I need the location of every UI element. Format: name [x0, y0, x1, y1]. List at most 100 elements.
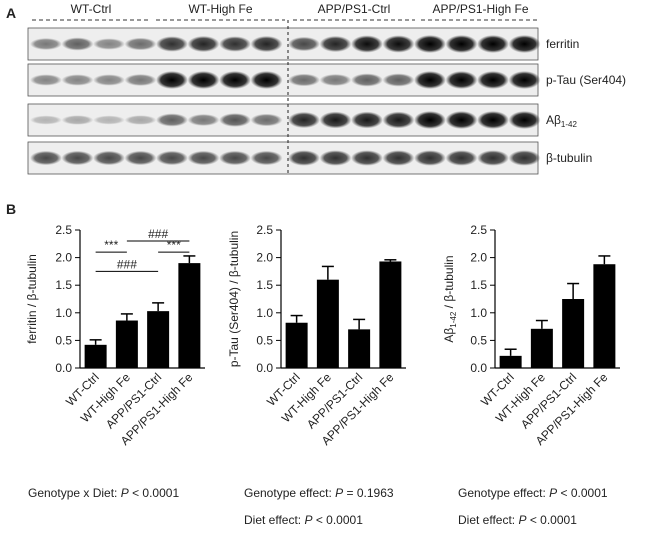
- band-label: p-Tau (Ser404): [546, 73, 626, 87]
- panel-label: B: [6, 201, 16, 217]
- blot-band: [30, 115, 62, 125]
- text-part: Diet effect:: [458, 513, 518, 527]
- group-label: APP/PS1-Ctrl: [318, 2, 391, 16]
- bar: [84, 344, 107, 368]
- bar: [115, 320, 138, 368]
- bar: [530, 328, 553, 368]
- blot-band: [414, 35, 446, 53]
- blot-band: [382, 111, 415, 129]
- blot-band: [219, 36, 251, 52]
- y-tick-label: 0.0: [55, 361, 72, 375]
- y-tick-label: 0.0: [256, 361, 273, 375]
- text-part: < 0.0001: [129, 486, 180, 500]
- y-tick-label: 1.0: [256, 306, 273, 320]
- text-part: < 0.0001: [527, 513, 578, 527]
- bracket-label: ###: [148, 227, 168, 241]
- blot-band: [319, 74, 352, 86]
- blot-band: [250, 150, 283, 166]
- text-part: = 0.1963: [343, 486, 394, 500]
- text-part: Genotype effect:: [244, 486, 335, 500]
- y-tick-label: 0.0: [470, 361, 487, 375]
- blot-band: [477, 111, 509, 129]
- blot-band: [156, 113, 188, 127]
- blot-band: [187, 71, 220, 89]
- blot-band: [288, 36, 320, 52]
- band-label: β-tubulin: [546, 151, 592, 165]
- bar: [348, 329, 371, 368]
- band-label: Aβ1-42: [546, 113, 577, 129]
- bar: [147, 311, 170, 368]
- blot-band: [124, 150, 157, 166]
- y-tick-label: 1.5: [470, 278, 487, 292]
- blot-band: [124, 74, 157, 86]
- blot-band: [351, 150, 383, 166]
- blot-band: [156, 36, 188, 52]
- text-part: Aβ: [546, 113, 561, 127]
- y-tick-label: 1.0: [55, 306, 72, 320]
- y-axis-label: p-Tau (Ser404) / β-tubulin: [227, 231, 241, 367]
- blot-band: [93, 38, 125, 50]
- text-part: Aβ: [442, 328, 456, 343]
- blot-band: [477, 71, 509, 89]
- blot-band: [508, 111, 541, 129]
- y-axis-label: ferritin / β-tubulin: [25, 254, 39, 344]
- band-label: ferritin: [546, 37, 579, 51]
- blot-band: [30, 38, 62, 50]
- blot-band: [187, 150, 220, 166]
- blot-band: [187, 114, 220, 126]
- bracket-label: ###: [117, 257, 137, 271]
- blot-band: [508, 150, 541, 166]
- blot-band: [250, 35, 283, 53]
- text-part: < 0.0001: [557, 486, 608, 500]
- blot-band: [351, 73, 383, 87]
- stat-text: Genotype effect: P < 0.0001: [458, 486, 608, 500]
- y-tick-label: 2.5: [256, 223, 273, 237]
- group-label: WT-Ctrl: [71, 2, 112, 16]
- bar: [379, 261, 402, 368]
- y-tick-label: 2.0: [470, 251, 487, 265]
- text-part: P: [304, 513, 312, 527]
- blot-band: [382, 35, 415, 53]
- blot-band: [477, 150, 509, 166]
- y-tick-label: 2.0: [55, 251, 72, 265]
- y-tick-label: 1.5: [256, 278, 273, 292]
- bar: [316, 279, 339, 368]
- group-label: WT-High Fe: [188, 2, 252, 16]
- blot-band: [319, 150, 352, 166]
- group-label: APP/PS1-High Fe: [432, 2, 528, 16]
- y-tick-label: 2.5: [470, 223, 487, 237]
- stat-text: Genotype x Diet: P < 0.0001: [28, 486, 179, 500]
- blot-band: [61, 150, 94, 166]
- blot-band: [382, 73, 415, 87]
- blot-band: [124, 115, 157, 125]
- blot-band: [61, 74, 94, 86]
- blot-band: [61, 115, 94, 125]
- text-part: Diet effect:: [244, 513, 304, 527]
- text-part: 1-42: [449, 311, 458, 328]
- text-part: ferritin / β-tubulin: [25, 254, 39, 344]
- blot-band: [61, 37, 94, 51]
- blot-band: [319, 111, 352, 129]
- blot-band: [250, 113, 283, 127]
- blot-band: [445, 71, 478, 89]
- text-part: / β-tubulin: [442, 255, 456, 311]
- bar: [178, 263, 201, 368]
- blot-band: [156, 150, 188, 166]
- stat-text: Diet effect: P < 0.0001: [244, 513, 363, 527]
- text-part: Genotype x Diet:: [28, 486, 121, 500]
- text-part: ferritin: [546, 37, 579, 51]
- blot-band: [219, 71, 251, 89]
- blot-band: [508, 35, 541, 53]
- blot-band: [93, 74, 125, 86]
- blot-band: [288, 150, 320, 166]
- blot-band: [414, 111, 446, 129]
- bar: [593, 264, 616, 368]
- blot-band: [445, 111, 478, 129]
- blot-band: [288, 111, 320, 129]
- text-part: p-Tau (Ser404): [546, 73, 626, 87]
- panel-label: A: [6, 5, 16, 21]
- blot-band: [156, 71, 188, 89]
- bracket-label: ***: [104, 238, 118, 252]
- bar: [285, 322, 308, 368]
- text-part: P: [121, 486, 129, 500]
